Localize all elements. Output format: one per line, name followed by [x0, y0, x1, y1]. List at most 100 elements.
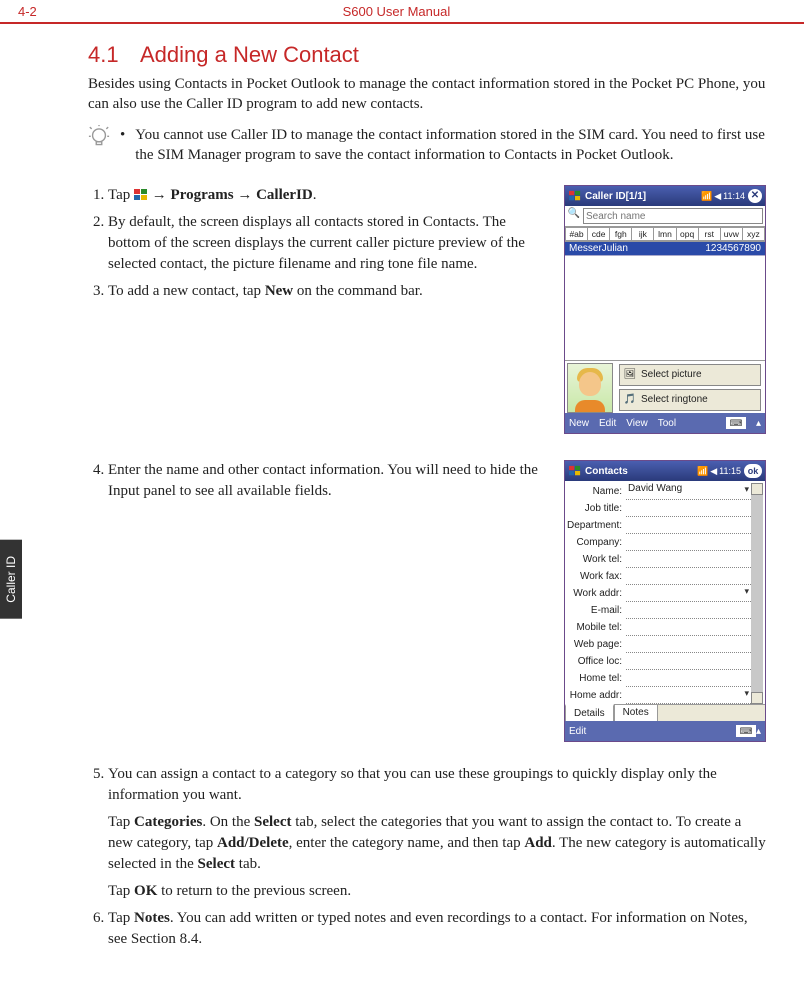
tray: 📶 ◀ 11:14 — [701, 191, 745, 202]
sound-icon: ◀ — [710, 466, 717, 477]
mobiletel-field[interactable] — [626, 619, 751, 636]
cmd-new[interactable]: New — [569, 418, 589, 429]
preview-panel: 🖼 Select picture 🎵 Select ringtone — [565, 360, 765, 413]
alpha-tab[interactable]: lmn — [654, 227, 676, 241]
contact-number: 1234567890 — [705, 243, 761, 254]
keyboard-icon[interactable]: ⌨ — [726, 417, 746, 429]
titlebar: Caller ID[1/1] 📶 ◀ 11:14 ✕ — [565, 186, 765, 206]
jobtitle-field[interactable] — [626, 500, 751, 517]
contact-list-empty — [565, 256, 765, 360]
alpha-tab[interactable]: uvw — [721, 227, 743, 241]
page-number: 4-2 — [18, 4, 37, 19]
command-bar: Edit ⌨▴ — [565, 721, 765, 741]
field-label: Department: — [567, 517, 622, 534]
clock: 11:15 — [719, 466, 741, 476]
department-field[interactable] — [626, 517, 751, 534]
section-title: 4.1Adding a New Contact — [88, 42, 766, 68]
field-label: Work fax: — [567, 568, 622, 585]
tip-text: You cannot use Caller ID to manage the c… — [135, 125, 766, 166]
field-label: Home tel: — [567, 670, 622, 687]
field-label: Job title: — [567, 500, 622, 517]
search-icon[interactable]: 🔍 — [567, 208, 581, 224]
field-label: Work tel: — [567, 551, 622, 568]
sip-up-icon[interactable]: ▴ — [756, 726, 761, 737]
titlebar: Contacts 📶 ◀ 11:15 ok — [565, 461, 765, 481]
sip-up-icon[interactable]: ▴ — [756, 418, 761, 429]
field-label: Home addr: — [567, 687, 622, 704]
hometel-field[interactable] — [626, 670, 751, 687]
start-flag-icon — [134, 189, 148, 201]
signal-icon: 📶 — [701, 191, 712, 202]
alpha-tab[interactable]: rst — [699, 227, 721, 241]
step-6: Tap Notes. You can add written or typed … — [108, 908, 766, 950]
bullet: • — [120, 127, 125, 144]
alpha-tab[interactable]: xyz — [743, 227, 765, 241]
manual-title: S600 User Manual — [37, 4, 756, 19]
search-input[interactable] — [583, 208, 763, 224]
window-title: Caller ID[1/1] — [585, 191, 698, 202]
sub-tabs: Details Notes — [565, 704, 765, 721]
avatar-preview — [567, 363, 613, 413]
command-bar: New Edit View Tool ⌨ ▴ — [565, 413, 765, 433]
signal-icon: 📶 — [697, 466, 708, 477]
field-label: Name: — [567, 483, 622, 500]
tip-note: • You cannot use Caller ID to manage the… — [88, 125, 766, 166]
scrollbar[interactable] — [751, 483, 763, 704]
tray: 📶 ◀ 11:15 — [697, 466, 741, 477]
close-icon[interactable]: ✕ — [748, 189, 762, 203]
start-flag-icon[interactable] — [569, 191, 581, 201]
page-header: 4-2 S600 User Manual — [0, 0, 804, 24]
step-2: By default, the screen displays all cont… — [108, 212, 546, 275]
company-field[interactable] — [626, 534, 751, 551]
cmd-edit[interactable]: Edit — [599, 418, 616, 429]
steps-list-2: Enter the name and other contact informa… — [88, 460, 546, 508]
select-picture-button[interactable]: 🖼 Select picture — [619, 364, 761, 386]
side-tab: Caller ID — [0, 540, 22, 619]
email-field[interactable] — [626, 602, 751, 619]
webpage-field[interactable] — [626, 636, 751, 653]
step-5: You can assign a contact to a category s… — [108, 764, 766, 902]
screenshot-caller-id: Caller ID[1/1] 📶 ◀ 11:14 ✕ 🔍 #ab cde fgh… — [564, 185, 766, 434]
alpha-tab[interactable]: fgh — [610, 227, 632, 241]
officeloc-field[interactable] — [626, 653, 751, 670]
worktel-field[interactable] — [626, 551, 751, 568]
tab-notes[interactable]: Notes — [614, 704, 658, 721]
keyboard-icon[interactable]: ⌨ — [736, 725, 756, 737]
homeaddr-field[interactable] — [626, 687, 751, 704]
cmd-tool[interactable]: Tool — [658, 418, 676, 429]
start-flag-icon[interactable] — [569, 466, 581, 476]
contact-row[interactable]: MesserJulian 1234567890 — [565, 242, 765, 256]
field-label: Mobile tel: — [567, 619, 622, 636]
intro-paragraph: Besides using Contacts in Pocket Outlook… — [88, 74, 766, 115]
picture-icon: 🖼 — [623, 369, 637, 380]
field-label: Work addr: — [567, 585, 622, 602]
alpha-tab[interactable]: cde — [588, 227, 610, 241]
alpha-tab[interactable]: #ab — [565, 227, 588, 241]
steps-list-3: You can assign a contact to a category s… — [88, 764, 766, 950]
field-label: Office loc: — [567, 653, 622, 670]
workaddr-field[interactable] — [626, 585, 751, 602]
cmd-view[interactable]: View — [626, 418, 648, 429]
alpha-tabs[interactable]: #ab cde fgh ijk lmn opq rst uvw xyz — [565, 227, 765, 242]
alpha-tab[interactable]: ijk — [632, 227, 654, 241]
cmd-edit[interactable]: Edit — [569, 726, 586, 737]
screenshot-contacts-form: Contacts 📶 ◀ 11:15 ok Name: Job title: D… — [564, 460, 766, 742]
step-1: Tap → Programs → CallerID. — [108, 185, 546, 206]
field-label: Company: — [567, 534, 622, 551]
step-4: Enter the name and other contact informa… — [108, 460, 546, 502]
window-title: Contacts — [585, 466, 694, 477]
tab-details[interactable]: Details — [565, 704, 614, 721]
ringtone-icon: 🎵 — [623, 394, 637, 405]
sound-icon: ◀ — [714, 191, 721, 202]
alpha-tab[interactable]: opq — [677, 227, 699, 241]
contact-name: MesserJulian — [569, 243, 705, 254]
name-field[interactable]: David Wang — [626, 483, 751, 500]
ok-button[interactable]: ok — [744, 464, 762, 478]
field-label: Web page: — [567, 636, 622, 653]
steps-list-1: Tap → Programs → CallerID. By default, t… — [88, 185, 546, 308]
workfax-field[interactable] — [626, 568, 751, 585]
step-3: To add a new contact, tap New on the com… — [108, 281, 546, 302]
search-bar: 🔍 — [565, 206, 765, 227]
select-ringtone-button[interactable]: 🎵 Select ringtone — [619, 389, 761, 411]
contact-form: Name: Job title: Department: Company: Wo… — [565, 481, 765, 704]
